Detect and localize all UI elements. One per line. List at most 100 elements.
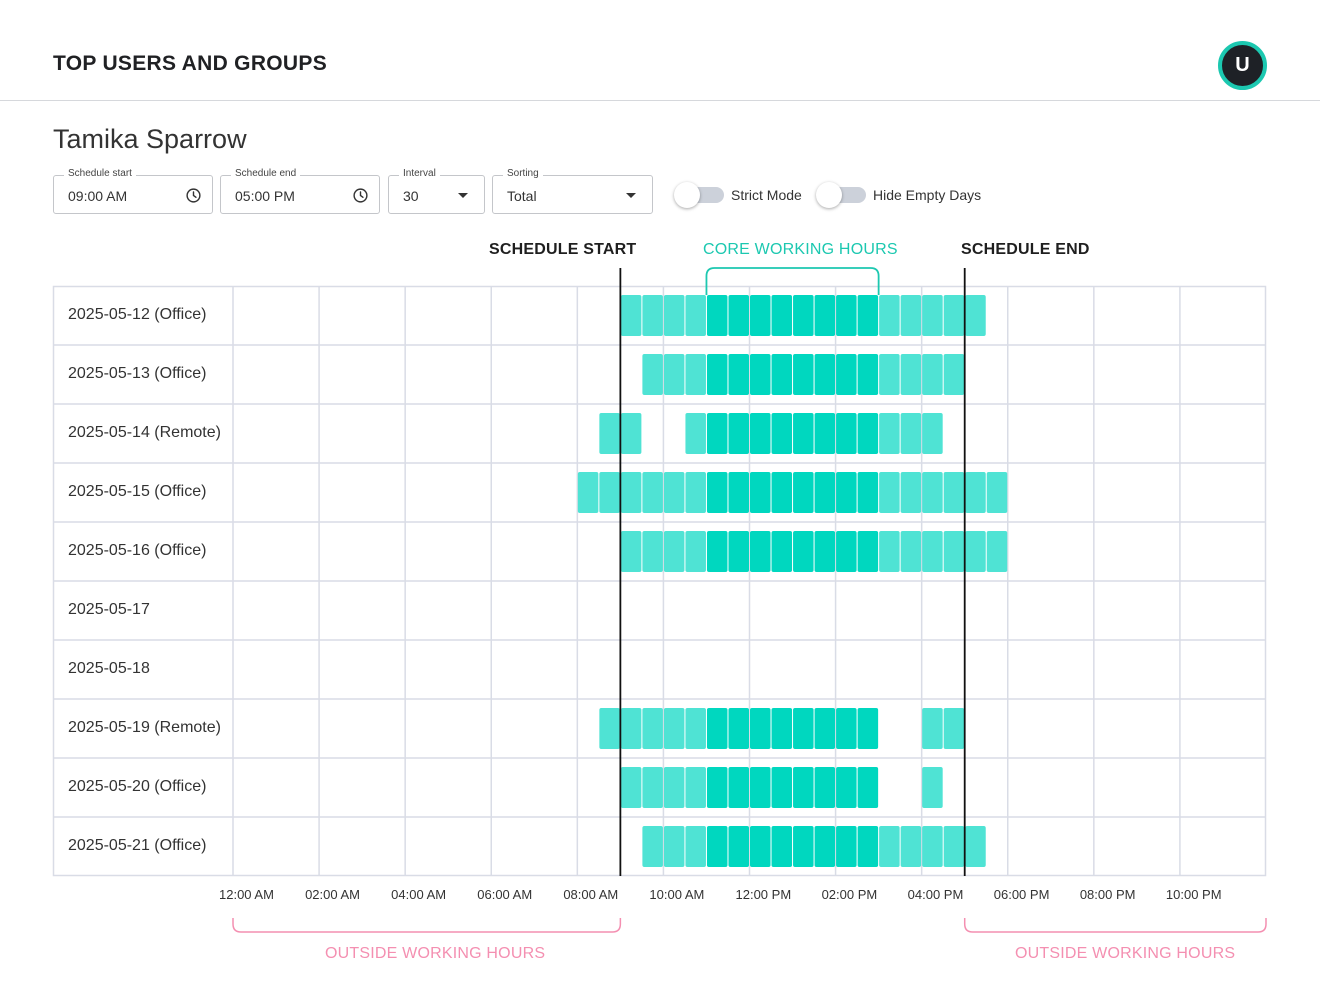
activity-cell [685, 472, 706, 513]
activity-cell [922, 767, 943, 808]
hide-empty-days-label: Hide Empty Days [873, 187, 982, 203]
core-activity-cell [814, 472, 836, 513]
activity-cell [922, 472, 943, 513]
activity-cell [642, 472, 663, 513]
core-activity-cell [771, 708, 793, 749]
interval-select[interactable]: Interval 30 [388, 168, 485, 214]
activity-cell [965, 531, 986, 572]
toggle-thumb [816, 182, 842, 208]
activity-cell [922, 413, 943, 454]
x-tick-label: 12:00 AM [219, 887, 274, 902]
core-activity-cell [836, 767, 857, 808]
activity-cell [943, 295, 965, 336]
outside-hours-left-annotation: OUTSIDE WORKING HOURS [325, 945, 546, 962]
row-label: 2025-05-17 [68, 601, 150, 618]
activity-cell [900, 472, 922, 513]
core-activity-cell [750, 708, 771, 749]
core-activity-cell [706, 826, 728, 867]
activity-cell [620, 472, 642, 513]
core-activity-cell [793, 413, 814, 454]
interval-value: 30 [403, 188, 419, 204]
core-activity-cell [793, 531, 814, 572]
sorting-select[interactable]: Sorting Total [492, 168, 653, 214]
core-activity-cell [814, 531, 836, 572]
core-activity-cell [793, 472, 814, 513]
activity-cell [685, 531, 706, 572]
activity-cell [922, 354, 943, 395]
x-tick-label: 12:00 PM [735, 887, 792, 902]
activity-cell [986, 472, 1008, 513]
core-activity-cell [771, 295, 793, 336]
outside-hours-bracket-left [232, 918, 622, 933]
core-activity-cell [793, 354, 814, 395]
core-activity-cell [771, 767, 793, 808]
core-activity-cell [814, 413, 836, 454]
row-label: 2025-05-14 (Remote) [68, 424, 221, 441]
outside-hours-bracket-right [963, 918, 1267, 933]
core-activity-cell [706, 767, 728, 808]
activity-cell [922, 531, 943, 572]
core-activity-cell [706, 413, 728, 454]
row-label: 2025-05-18 [68, 660, 150, 677]
schedule-start-annotation: SCHEDULE START [489, 241, 637, 258]
activity-cell [922, 295, 943, 336]
strict-mode-label: Strict Mode [731, 187, 802, 203]
activity-cell [879, 531, 900, 572]
activity-cell [879, 472, 900, 513]
row-label: 2025-05-19 (Remote) [68, 719, 221, 736]
caret-down-icon [626, 193, 636, 198]
activity-cell [922, 708, 943, 749]
activity-cell [663, 826, 685, 867]
activity-cell [900, 354, 922, 395]
core-activity-cell [814, 708, 836, 749]
core-activity-cell [750, 413, 771, 454]
strict-mode-toggle[interactable] [674, 182, 724, 208]
row-label: 2025-05-20 (Office) [68, 778, 207, 795]
core-activity-cell [750, 767, 771, 808]
activity-cell [965, 472, 986, 513]
activity-cell [663, 708, 685, 749]
activity-cell [577, 472, 599, 513]
schedule-end-field[interactable]: Schedule end 05:00 PM [220, 168, 380, 214]
activity-cell [685, 708, 706, 749]
activity-cell [663, 531, 685, 572]
core-activity-cell [857, 354, 879, 395]
core-activity-cell [793, 767, 814, 808]
activity-cell [900, 413, 922, 454]
activity-cell [620, 531, 642, 572]
core-activity-cell [857, 472, 879, 513]
core-activity-cell [706, 295, 728, 336]
user-avatar[interactable]: U [1218, 41, 1267, 90]
core-activity-cell [836, 295, 857, 336]
activity-cell [642, 708, 663, 749]
core-activity-cell [836, 354, 857, 395]
activity-cell [922, 826, 943, 867]
activity-cell [620, 295, 642, 336]
core-hours-bracket [705, 267, 880, 295]
activity-cell [685, 767, 706, 808]
activity-cell [663, 472, 685, 513]
x-tick-label: 02:00 PM [821, 887, 878, 902]
clock-icon[interactable] [352, 187, 369, 204]
core-activity-cell [814, 826, 836, 867]
outside-hours-right-annotation: OUTSIDE WORKING HOURS [1015, 945, 1236, 962]
activity-cell [986, 531, 1008, 572]
schedule-start-field[interactable]: Schedule start 09:00 AM [53, 168, 213, 214]
activity-cell [620, 767, 642, 808]
core-activity-cell [750, 531, 771, 572]
hide-empty-days-toggle[interactable] [816, 182, 866, 208]
activity-cell [943, 826, 965, 867]
core-activity-cell [814, 354, 836, 395]
schedule-start-value: 09:00 AM [68, 188, 128, 204]
activity-cell [965, 295, 986, 336]
clock-icon[interactable] [185, 187, 202, 204]
core-activity-cell [750, 354, 771, 395]
x-tick-label: 06:00 AM [477, 887, 533, 902]
activity-cell [685, 826, 706, 867]
activity-cell [599, 472, 620, 513]
activity-cell [642, 354, 663, 395]
activity-cell [642, 531, 663, 572]
core-activity-cell [771, 531, 793, 572]
core-activity-cell [750, 472, 771, 513]
row-label: 2025-05-15 (Office) [68, 483, 207, 500]
